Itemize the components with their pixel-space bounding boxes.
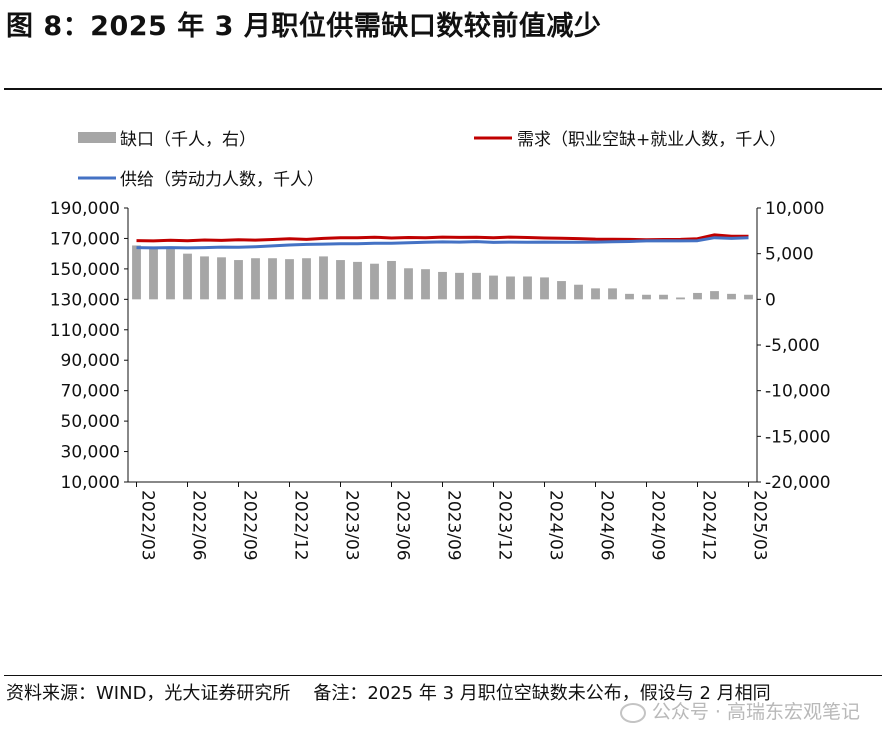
left-tick-label: 150,000 (50, 260, 120, 280)
gap-bar (676, 297, 685, 300)
gap-bar (523, 276, 532, 300)
right-tick-label: -15,000 (765, 427, 831, 447)
watermark-text: 公众号 · 高瑞东宏观笔记 (651, 701, 860, 723)
gap-bar (404, 268, 413, 300)
gap-bar (387, 260, 396, 300)
x-tick-label: 2024/06 (597, 490, 617, 561)
legend-demand-label: 需求（职业空缺+就业人数，千人） (517, 130, 786, 150)
page-title: 图 8：2025 年 3 月职位供需缺口数较前值减少 (6, 11, 602, 42)
x-tick-label: 2024/12 (699, 490, 719, 561)
left-tick-label: 90,000 (61, 351, 120, 371)
right-tick-label: -10,000 (765, 382, 831, 402)
right-tick-label: 0 (765, 290, 776, 310)
gap-bar (370, 263, 379, 300)
gap-bar (744, 294, 753, 300)
remark-note: 备注：2025 年 3 月职位空缺数未公布，假设与 2 月相同 (313, 683, 771, 704)
gap-bar (727, 293, 736, 300)
gap-bar (268, 258, 277, 300)
gap-bar (251, 258, 260, 300)
gap-bar (710, 291, 719, 300)
right-tick-label: -5,000 (765, 336, 820, 356)
left-tick-label: 130,000 (50, 290, 120, 310)
legend-gap-label: 缺口（千人，右） (120, 130, 256, 150)
wechat-icon (619, 702, 646, 723)
gap-bar (132, 245, 141, 300)
footer-divider (4, 675, 882, 676)
x-tick-label: 2023/09 (444, 490, 464, 561)
x-tick-label: 2023/12 (495, 490, 515, 561)
gap-bar (693, 292, 702, 300)
footer: 资料来源：WIND，光大证券研究所 备注：2025 年 3 月职位空缺数未公布，… (6, 681, 884, 706)
gap-bar (183, 253, 192, 300)
x-tick-label: 2023/06 (393, 490, 413, 561)
left-tick-label: 50,000 (61, 412, 120, 432)
legend-supply-label: 供给（劳动力人数，千人） (120, 170, 324, 190)
gap-bar (336, 260, 345, 300)
supply-line (136, 236, 749, 250)
gap-bar (642, 294, 651, 300)
left-tick-label: 190,000 (50, 199, 120, 219)
right-tick-label: 10,000 (765, 199, 824, 219)
left-tick-label: 10,000 (61, 473, 120, 493)
left-tick-label: 70,000 (61, 382, 120, 402)
gap-bar (557, 281, 566, 300)
gap-bar (149, 247, 158, 300)
x-tick-label: 2023/03 (342, 490, 362, 561)
gap-bar (166, 249, 175, 300)
gap-bar (217, 257, 226, 300)
x-tick-label: 2022/09 (240, 490, 260, 561)
gap-bar (353, 261, 362, 300)
gap-bar (319, 256, 328, 300)
left-tick-label: 110,000 (50, 321, 120, 341)
labor-gap-chart: 缺口（千人，右） 需求（职业空缺+就业人数，千人） 供给（劳动力人数，千人）190,… (50, 130, 831, 561)
gap-bar (438, 271, 447, 300)
right-tick-label: 5,000 (765, 245, 814, 265)
gap-bar (574, 284, 583, 300)
x-tick-label: 2022/12 (291, 490, 311, 561)
gap-bar (625, 293, 634, 300)
watermark: 公众号 · 高瑞东宏观笔记 (619, 697, 860, 724)
source-note: 资料来源：WIND，光大证券研究所 (6, 683, 291, 704)
left-tick-label: 30,000 (61, 443, 120, 463)
gap-bar (659, 294, 668, 300)
legend-gap-swatch (78, 132, 116, 143)
gap-bar (540, 277, 549, 300)
x-tick-label: 2024/03 (546, 490, 566, 561)
gap-bar (591, 288, 600, 300)
x-tick-label: 2025/03 (750, 490, 770, 561)
x-tick-label: 2024/09 (648, 490, 668, 561)
gap-bar (608, 288, 617, 300)
gap-bar (200, 256, 209, 300)
left-tick-label: 170,000 (50, 229, 120, 249)
gap-bar (489, 275, 498, 300)
x-tick-label: 2022/06 (189, 490, 209, 561)
gap-bar (234, 260, 243, 300)
gap-bar (302, 258, 311, 300)
gap-bar (472, 272, 481, 300)
gap-bar (285, 259, 294, 300)
title-divider (4, 88, 882, 90)
gap-bar (421, 269, 430, 300)
gap-bar (455, 272, 464, 300)
gap-bar (506, 276, 515, 300)
right-tick-label: -20,000 (765, 473, 831, 493)
x-tick-label: 2022/03 (138, 490, 158, 561)
